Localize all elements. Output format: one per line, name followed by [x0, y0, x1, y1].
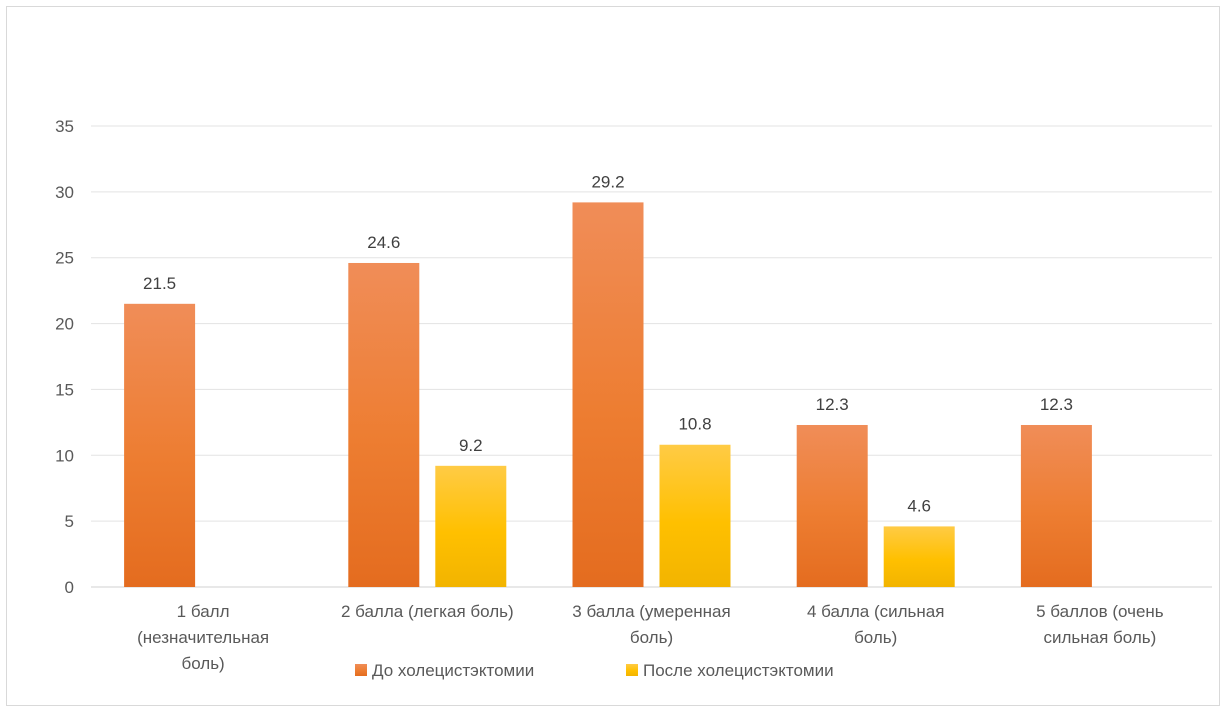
x-category-label: 4 балла (сильная боль) [807, 602, 944, 647]
data-label: 9.2 [459, 436, 483, 455]
bar [124, 303, 196, 587]
y-tick-label: 10 [55, 446, 74, 465]
bar [348, 262, 420, 587]
legend-label: До холецистэктомии [372, 661, 534, 680]
x-category-label: 3 балла (умеренная боль) [572, 602, 730, 647]
data-label: 24.6 [367, 233, 400, 252]
legend-swatch [355, 664, 367, 676]
x-axis-categories: 1 балл (незначительная боль) 2 балла (легка… [137, 602, 1164, 673]
data-labels: 21.5 24.6 9.2 29.2 10.8 12.3 4.6 12.3 [143, 172, 1073, 515]
bars [124, 202, 1092, 587]
bar [572, 202, 644, 587]
data-label: 21.5 [143, 274, 176, 293]
data-label: 12.3 [1040, 395, 1073, 414]
bar [1020, 424, 1092, 587]
y-tick-label: 15 [55, 380, 74, 399]
legend-swatch [626, 664, 638, 676]
y-tick-label: 5 [65, 512, 74, 531]
y-axis-ticks: 0 5 10 15 20 25 30 35 [55, 117, 74, 597]
y-tick-label: 0 [65, 578, 74, 597]
bar [659, 444, 731, 587]
bar [796, 424, 868, 587]
data-label: 12.3 [816, 395, 849, 414]
bar [883, 526, 955, 587]
x-category-label: 1 балл (незначительная боль) [137, 602, 269, 673]
bar [435, 465, 507, 587]
legend-label: После холецистэктомии [643, 661, 834, 680]
data-label: 10.8 [678, 415, 711, 434]
y-tick-label: 30 [55, 183, 74, 202]
x-category-label: 5 баллов (очень сильная боль) [1036, 602, 1164, 647]
y-tick-label: 35 [55, 117, 74, 136]
data-label: 29.2 [591, 172, 624, 191]
x-category-label: 2 балла (легкая боль) [341, 602, 514, 621]
y-tick-label: 25 [55, 249, 74, 268]
y-tick-label: 20 [55, 315, 74, 334]
legend: До холецистэктомии После холецистэктомии [355, 661, 834, 680]
data-label: 4.6 [907, 496, 931, 515]
